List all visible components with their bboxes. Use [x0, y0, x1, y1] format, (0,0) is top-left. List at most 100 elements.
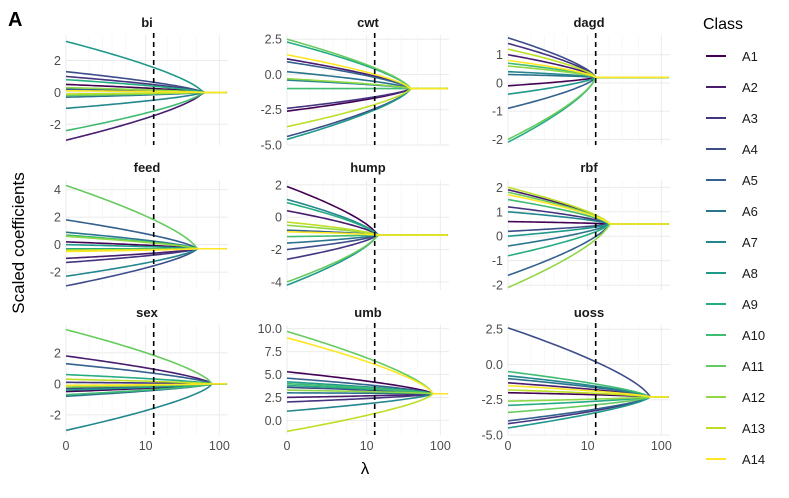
series-line-A3	[286, 392, 448, 403]
panel-uoss: uoss -5.0 -2.5 0.0 2.5 0 10 100	[481, 305, 671, 453]
legend-label: A11	[742, 359, 764, 374]
legend-item: A10	[706, 328, 765, 343]
panel-title: feed	[134, 160, 161, 175]
series-line-A7	[65, 383, 227, 432]
y-tick-label: -2	[492, 279, 503, 293]
y-tick-label: -4	[271, 275, 282, 289]
legend-item: A2	[706, 80, 758, 95]
legend-label: A1	[742, 49, 758, 64]
y-tick-label: -2	[50, 118, 61, 132]
legend-item: A11	[706, 359, 764, 374]
series-line-A14	[507, 59, 669, 79]
x-tick-label: 0	[505, 439, 512, 453]
series-line-A2	[65, 355, 227, 385]
y-tick-label: -5.0	[481, 429, 503, 443]
panel-letter: A	[8, 9, 22, 31]
legend-item: A1	[706, 49, 758, 64]
series-line-A14	[507, 384, 669, 398]
series-line-A5	[507, 396, 669, 422]
panel-title: bi	[141, 15, 153, 30]
legend-label: A2	[742, 80, 758, 95]
panel-rbf: rbf -2 -1 0 1 2	[492, 160, 670, 293]
legend-label: A12	[742, 390, 765, 405]
y-tick-label: 2	[54, 54, 61, 68]
series-line-A14	[507, 193, 669, 225]
panel-dagd: dagd -2 -1 0 1	[492, 15, 670, 147]
y-tick-label: 0	[275, 211, 282, 225]
legend-title: Class	[703, 16, 743, 33]
legend-item: A6	[706, 204, 758, 219]
y-tick-label: 10.0	[258, 322, 282, 336]
y-tick-label: 2	[275, 178, 282, 192]
x-tick-label: 10	[139, 439, 153, 453]
series-line-A8	[507, 396, 669, 429]
y-tick-label: 5.0	[265, 368, 282, 382]
series-line-A12	[507, 396, 669, 402]
panel-title: rbf	[580, 160, 598, 175]
series-line-A12	[286, 389, 448, 395]
y-tick-label: 2.5	[486, 323, 503, 337]
series-line-A10	[65, 383, 227, 396]
series-line-A9	[65, 373, 227, 385]
y-tick-label: 0	[54, 377, 61, 391]
panel-background	[287, 35, 449, 145]
panel-feed: feed -2 0 2 4	[50, 160, 228, 290]
series-line-A14	[286, 53, 448, 90]
legend-item: A8	[706, 266, 758, 281]
legend-label: A9	[742, 297, 758, 312]
legend-label: A5	[742, 173, 758, 188]
y-tick-label: 7.5	[265, 345, 282, 359]
x-tick-label: 100	[430, 439, 451, 453]
y-tick-label: 1	[496, 205, 503, 219]
y-tick-label: -2	[492, 133, 503, 147]
series-line-A10	[65, 91, 227, 132]
legend-item: A3	[706, 111, 758, 126]
series-line-A7	[286, 392, 448, 412]
panel-title: sex	[136, 305, 158, 320]
series-line-A11	[65, 328, 227, 385]
x-tick-label: 10	[360, 439, 374, 453]
legend-item: A12	[706, 390, 765, 405]
legend: A1 A2 A3 A4 A5 A6 A7 A8 A9 A10 A11 A12 A13 A14	[706, 49, 765, 467]
series-line-A14	[286, 337, 448, 395]
legend-item: A9	[706, 297, 758, 312]
legend-label: A10	[742, 328, 765, 343]
legend-label: A3	[742, 111, 758, 126]
y-tick-label: 4	[54, 183, 61, 197]
y-tick-label: 2.5	[265, 391, 282, 405]
y-tick-label: 2.5	[265, 33, 282, 47]
series-line-A13	[65, 378, 227, 385]
legend-label: A4	[742, 142, 758, 157]
y-tick-label: -1	[492, 254, 503, 268]
y-tick-label: -2	[50, 408, 61, 422]
y-tick-label: 2	[496, 181, 503, 195]
panel-cwt: cwt -5.0 -2.5 0.0 2.5	[260, 15, 449, 153]
y-tick-label: 0	[54, 238, 61, 252]
panel-umb: umb 0.0 2.5 5.0 7.5 10.0 0 10 100	[258, 305, 451, 453]
series-line-A13	[286, 392, 448, 433]
series-line-A5	[65, 362, 227, 385]
y-tick-label: -2	[50, 266, 61, 280]
series-line-A11	[507, 396, 669, 414]
panel-title: umb	[354, 305, 382, 320]
series-line-A10	[286, 382, 448, 395]
panel-hump: hump -4 -2 0 2	[271, 160, 449, 290]
panel-sex: sex -2 0 2 0 10 100	[50, 305, 230, 453]
panel-bi: bi -2 0 2	[50, 15, 228, 145]
y-tick-label: 0	[54, 86, 61, 100]
series-line-A8	[65, 40, 227, 94]
x-tick-label: 100	[209, 439, 230, 453]
y-axis-label: Scaled coefficients	[9, 172, 28, 313]
x-tick-label: 0	[284, 439, 291, 453]
panel-title: dagd	[573, 15, 604, 30]
y-tick-label: 0.0	[265, 68, 282, 82]
y-tick-label: -2	[271, 243, 282, 257]
y-tick-label: 2	[54, 211, 61, 225]
y-tick-label: -5.0	[260, 139, 282, 153]
y-tick-label: 0	[496, 230, 503, 244]
y-tick-label: -2.5	[481, 393, 503, 407]
panels-group: bi -2 0 2 cwt -5.0 -2.5 0.0 2.5 dagd -2 -1 0 1 feed -2 0…	[50, 15, 672, 453]
x-tick-label: 100	[651, 439, 672, 453]
